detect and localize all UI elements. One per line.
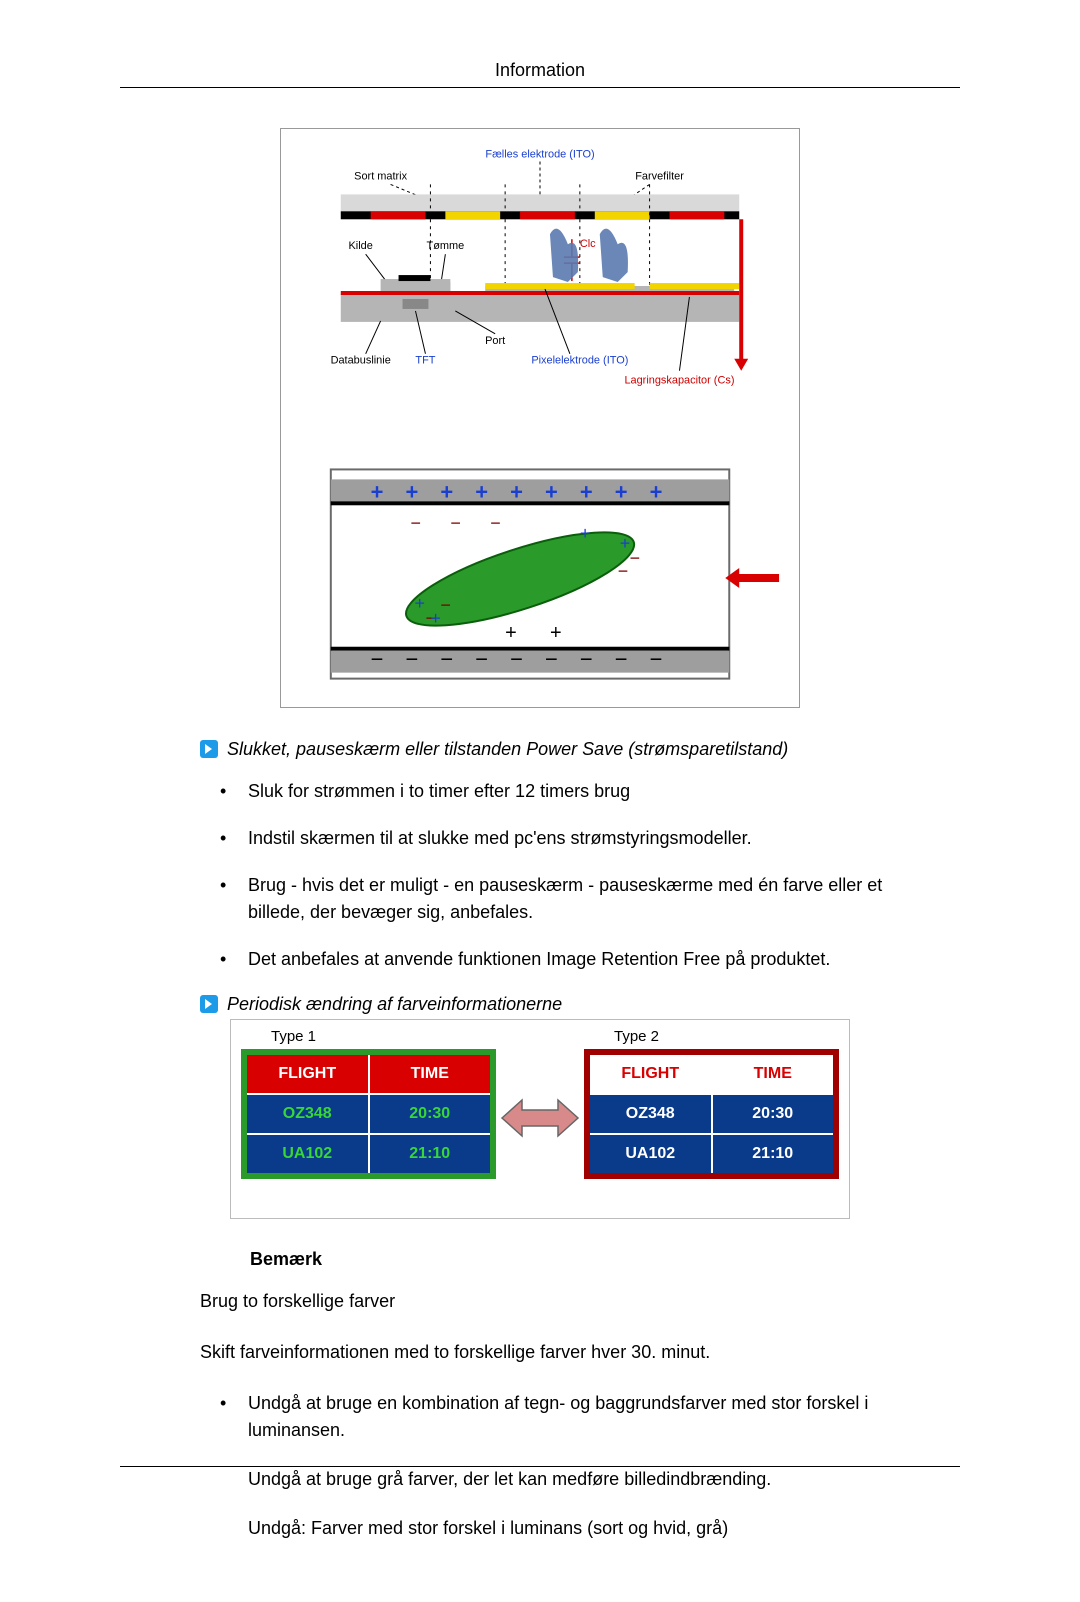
- svg-text:−: −: [490, 513, 500, 533]
- arrow-bullet-icon: [200, 740, 218, 758]
- type2-header: TIME: [711, 1055, 834, 1093]
- page-header: Information: [120, 60, 960, 88]
- label-pixel-electrode: Pixelelektrode (ITO): [531, 355, 628, 367]
- type1-header: TIME: [368, 1055, 491, 1093]
- figure1-bottom-svg: +++ +++ +++ −−− −− −− + + ++: [281, 459, 799, 699]
- section1-title: Slukket, pauseskærm eller tilstanden Pow…: [227, 739, 788, 759]
- section1-list: Sluk for strømmen i to timer efter 12 ti…: [220, 778, 900, 973]
- type1-cell: OZ348: [247, 1093, 368, 1133]
- type2-cell: 21:10: [711, 1133, 834, 1173]
- type1-cell: UA102: [247, 1133, 368, 1173]
- svg-text:+: +: [475, 479, 488, 504]
- page-title: Information: [495, 60, 585, 80]
- svg-text:+: +: [650, 479, 663, 504]
- label-black-matrix: Sort matrix: [354, 170, 407, 182]
- type2-cell: UA102: [590, 1133, 711, 1173]
- type1-cell: 21:10: [368, 1133, 491, 1173]
- arrow-bullet-icon: [200, 995, 218, 1013]
- type1-header: FLIGHT: [247, 1055, 368, 1093]
- svg-text:+: +: [545, 479, 558, 504]
- svg-text:−: −: [440, 595, 450, 615]
- svg-text:+: +: [414, 593, 424, 613]
- footer-rule: [120, 1466, 960, 1467]
- type2-block: Type 2 FLIGHT TIME OZ348 20:30 UA102 21:…: [584, 1028, 839, 1179]
- svg-text:+: +: [505, 622, 517, 644]
- type1-label: Type 1: [241, 1028, 496, 1045]
- svg-text:+: +: [615, 479, 628, 504]
- section1-item: Det anbefales at anvende funktionen Imag…: [220, 946, 900, 973]
- label-tft: TFT: [415, 355, 435, 367]
- svg-text:+: +: [430, 608, 440, 628]
- svg-text:−: −: [580, 647, 593, 672]
- svg-text:+: +: [371, 479, 384, 504]
- svg-text:−: −: [545, 647, 558, 672]
- figure1-top-svg: Fælles elektrode (ITO) Sort matrix Farve…: [281, 139, 799, 449]
- type2-header: FLIGHT: [590, 1055, 711, 1093]
- label-common-electrode: Fælles elektrode (ITO): [485, 149, 594, 161]
- label-storage-cap: Lagringskapacitor (Cs): [624, 375, 734, 387]
- figure-lcd-structure: Fælles elektrode (ITO) Sort matrix Farve…: [280, 128, 800, 708]
- svg-text:+: +: [580, 523, 590, 543]
- svg-text:−: −: [475, 647, 488, 672]
- figure-color-change: Type 1 FLIGHT TIME OZ348 20:30 UA102 21:…: [230, 1019, 850, 1219]
- label-clc: Clc: [580, 238, 596, 250]
- figure1-bottom: +++ +++ +++ −−− −− −− + + ++: [281, 459, 799, 699]
- svg-text:−: −: [406, 647, 419, 672]
- note-heading: Bemærk: [250, 1249, 960, 1270]
- svg-text:−: −: [510, 647, 523, 672]
- svg-text:−: −: [618, 561, 628, 581]
- svg-text:+: +: [620, 533, 630, 553]
- section1-item: Indstil skærmen til at slukke med pc'ens…: [220, 825, 900, 852]
- section1-title-row: Slukket, pauseskærm eller tilstanden Pow…: [200, 738, 960, 760]
- svg-text:+: +: [406, 479, 419, 504]
- svg-text:−: −: [411, 513, 421, 533]
- type1-cell: 20:30: [368, 1093, 491, 1133]
- note-sub2: Undgå: Farver med stor forskel i luminan…: [248, 1515, 900, 1542]
- note-sub1: Undgå at bruge grå farver, der let kan m…: [248, 1466, 900, 1493]
- bidirectional-arrow: [500, 1088, 580, 1148]
- section2-title: Periodisk ændring af farveinformationern…: [227, 994, 562, 1014]
- svg-text:−: −: [440, 647, 453, 672]
- type2-cell: 20:30: [711, 1093, 834, 1133]
- section1-item: Brug - hvis det er muligt - en pauseskær…: [220, 872, 900, 926]
- note-p2: Skift farveinformationen med to forskell…: [200, 1339, 880, 1366]
- label-databus: Databuslinie: [331, 355, 391, 367]
- plus-row: + + + + + + + + +: [371, 479, 663, 504]
- type1-block: Type 1 FLIGHT TIME OZ348 20:30 UA102 21:…: [241, 1028, 496, 1179]
- figure1-top: Fælles elektrode (ITO) Sort matrix Farve…: [281, 139, 799, 449]
- svg-text:−: −: [650, 647, 663, 672]
- svg-text:−: −: [450, 513, 460, 533]
- svg-text:+: +: [580, 479, 593, 504]
- svg-text:−: −: [615, 647, 628, 672]
- label-gate: Port: [485, 335, 505, 347]
- type2-table: FLIGHT TIME OZ348 20:30 UA102 21:10: [584, 1049, 839, 1179]
- type2-label: Type 2: [584, 1028, 839, 1045]
- svg-text:−: −: [630, 548, 640, 568]
- note-p1: Brug to forskellige farver: [200, 1288, 880, 1315]
- svg-text:−: −: [371, 647, 384, 672]
- section2-title-row: Periodisk ændring af farveinformationern…: [200, 993, 960, 1015]
- svg-text:+: +: [440, 479, 453, 504]
- minus-row: −−− −−− −−−: [371, 647, 663, 672]
- label-color-filter: Farvefilter: [635, 170, 684, 182]
- label-source: Kilde: [349, 240, 373, 252]
- svg-text:+: +: [510, 479, 523, 504]
- section1-item: Sluk for strømmen i to timer efter 12 ti…: [220, 778, 900, 805]
- label-drain: Tømme: [427, 240, 465, 252]
- type1-table: FLIGHT TIME OZ348 20:30 UA102 21:10: [241, 1049, 496, 1179]
- type2-cell: OZ348: [590, 1093, 711, 1133]
- bottom-plus: ++: [505, 622, 561, 644]
- svg-text:+: +: [550, 622, 562, 644]
